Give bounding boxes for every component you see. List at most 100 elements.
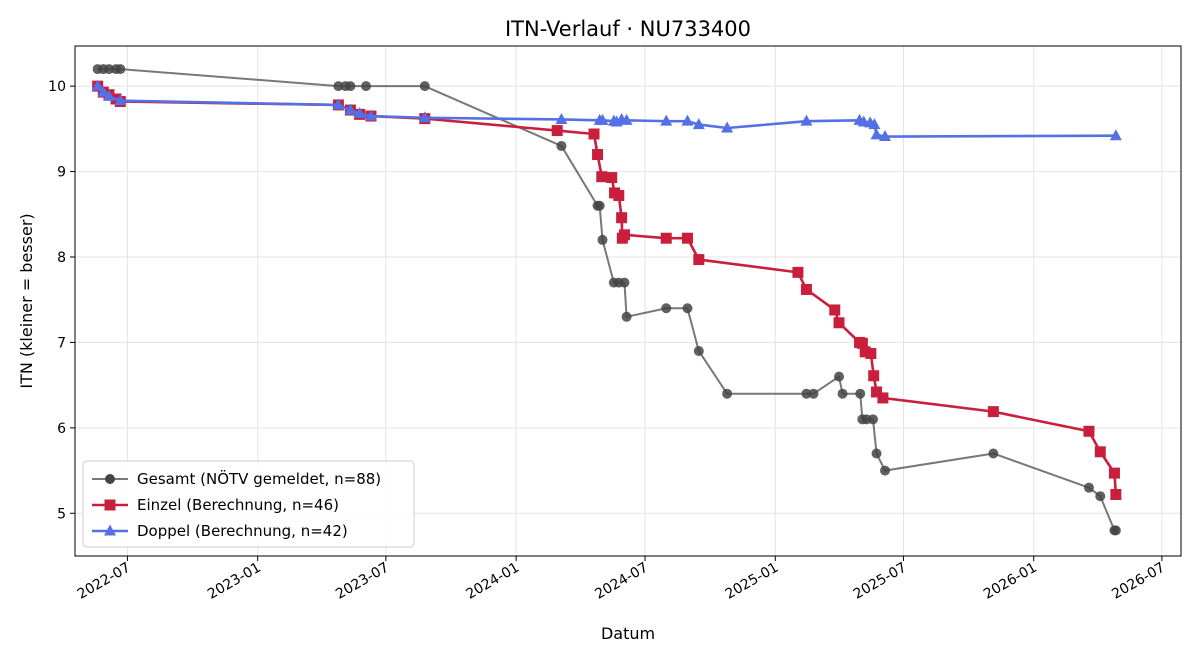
data-point (721, 121, 734, 133)
data-point (1083, 482, 1094, 493)
data-point (871, 448, 882, 459)
data-point (364, 109, 377, 121)
legend-marker (105, 474, 115, 484)
y-tick-label: 9 (57, 165, 66, 181)
data-point (619, 277, 630, 288)
y-tick-label: 6 (57, 421, 66, 437)
x-axis-label: Datum (601, 624, 655, 643)
legend-item: Doppel (Berechnung, n=42) (92, 522, 348, 540)
data-point (801, 388, 812, 399)
data-point (660, 232, 672, 244)
data-point (859, 346, 871, 358)
data-point (91, 79, 104, 91)
data-point (1095, 491, 1106, 502)
legend-label: Gesamt (NÖTV gemeldet, n=88) (137, 469, 381, 488)
data-point (551, 125, 563, 137)
data-point (833, 317, 845, 329)
data-point (693, 254, 705, 266)
data-point (606, 172, 618, 184)
data-point (1109, 129, 1122, 141)
data-point (345, 81, 356, 92)
data-point (1110, 488, 1122, 500)
data-point (1094, 446, 1106, 458)
data-point (1083, 425, 1095, 437)
data-point (682, 303, 693, 314)
data-point (681, 232, 693, 244)
data-point (855, 388, 866, 399)
legend: Gesamt (NÖTV gemeldet, n=88) Einzel (Bere… (82, 460, 415, 548)
data-point (856, 337, 868, 349)
data-point (1108, 467, 1120, 479)
data-point (837, 388, 848, 399)
data-point (556, 140, 567, 151)
data-point (808, 388, 819, 399)
data-point (114, 94, 127, 106)
legend-label: Doppel (Berechnung, n=42) (137, 522, 348, 540)
data-point (988, 448, 999, 459)
data-point (792, 266, 804, 278)
data-point (692, 118, 705, 130)
data-point (555, 112, 568, 124)
data-point (353, 106, 366, 118)
data-point (333, 81, 344, 92)
y-axis: 5 6 7 8 9 10 (48, 79, 75, 522)
y-tick-label: 5 (57, 506, 66, 522)
data-point (865, 348, 877, 360)
data-point (868, 118, 881, 130)
data-point (681, 114, 694, 126)
data-point (361, 81, 372, 92)
data-point (1110, 525, 1121, 536)
y-tick-label: 7 (57, 335, 66, 351)
series-gesamt (92, 64, 1121, 536)
data-point (596, 171, 608, 183)
data-point (332, 98, 345, 110)
legend-item: Einzel (Berechnung, n=46) (92, 496, 339, 514)
plot-frame (74, 45, 1182, 557)
legend-box (82, 460, 415, 548)
legend-item: Gesamt (NÖTV gemeldet, n=88) (92, 469, 381, 488)
legend-marker (104, 524, 116, 536)
data-point (879, 130, 892, 142)
data-point (419, 81, 430, 92)
data-point (800, 114, 813, 126)
data-point (115, 64, 126, 75)
data-point (834, 371, 845, 382)
data-point (597, 234, 608, 245)
data-point (102, 89, 115, 101)
data-point (620, 113, 633, 125)
data-point (693, 345, 704, 356)
series-doppel (91, 79, 1122, 142)
data-point (722, 388, 733, 399)
data-point (618, 229, 630, 241)
series-layer (91, 64, 1122, 536)
data-point (596, 113, 609, 125)
data-point (987, 406, 999, 418)
data-point (877, 392, 889, 404)
data-point (344, 103, 357, 115)
data-point (594, 200, 605, 211)
data-point (621, 311, 632, 322)
legend-label: Einzel (Berechnung, n=46) (137, 496, 339, 514)
data-point (418, 111, 431, 123)
y-tick-label: 8 (57, 250, 66, 266)
data-point (660, 114, 673, 126)
data-point (661, 303, 672, 314)
data-point (613, 189, 625, 201)
y-axis-label: ITN (kleiner = besser) (17, 213, 36, 388)
data-point (592, 148, 604, 160)
y-tick-label: 10 (48, 79, 66, 95)
data-point (829, 304, 841, 316)
data-point (588, 128, 600, 140)
data-point (616, 212, 628, 224)
data-point (103, 64, 114, 75)
data-point (867, 414, 878, 425)
data-point (871, 386, 883, 398)
data-point (868, 370, 880, 382)
legend-marker (104, 499, 116, 511)
data-point (870, 128, 883, 140)
grid (75, 46, 1181, 556)
chart-title: ITN-Verlauf · NU733400 (505, 17, 751, 41)
data-point (97, 85, 110, 97)
